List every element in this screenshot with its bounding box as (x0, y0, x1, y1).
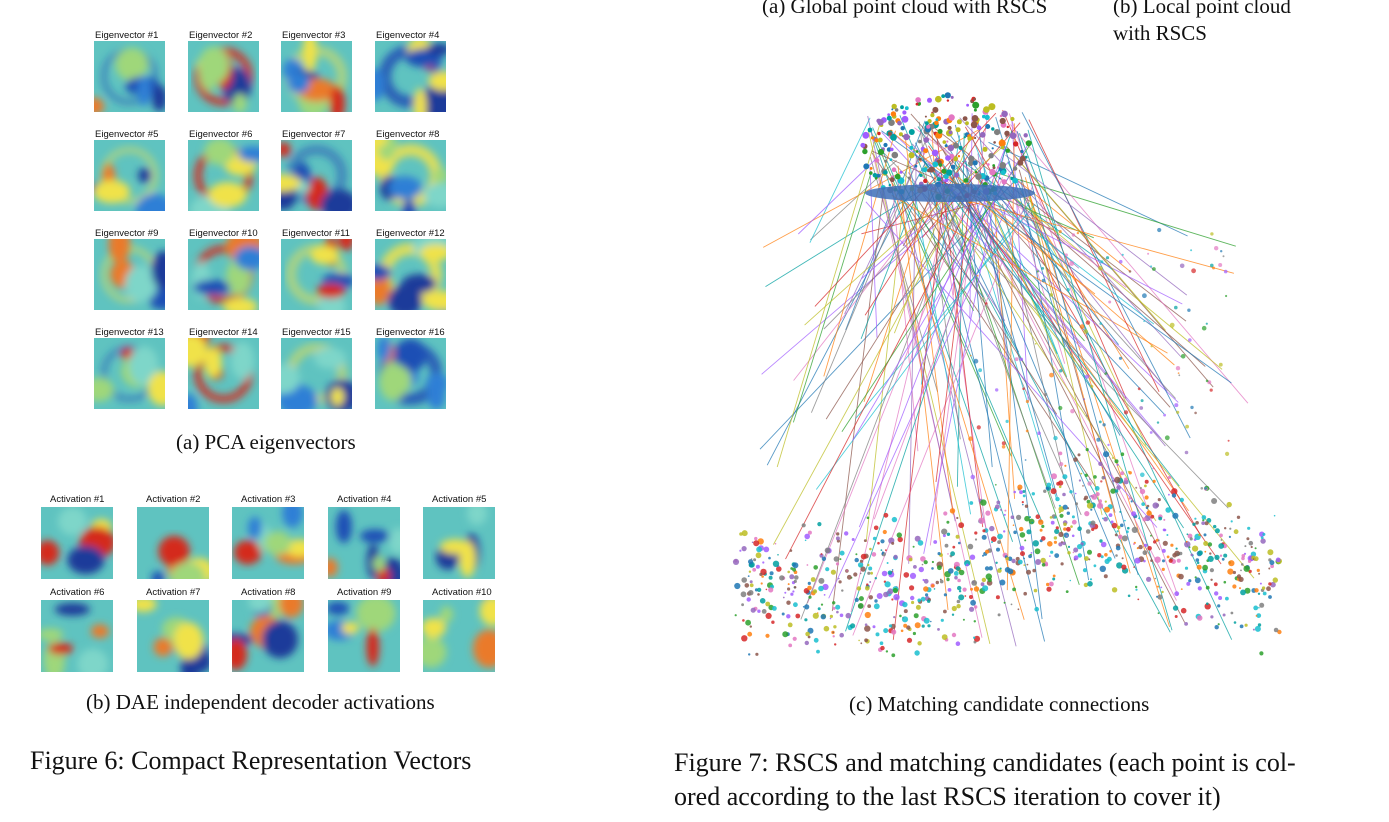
dae-activation-heatmap (328, 507, 400, 579)
dae-activation-heatmap (328, 600, 400, 672)
pca-eigenvector-title: Eigenvector #3 (282, 30, 346, 41)
global-point-cloud (732, 227, 1282, 658)
pca-caption: (a) PCA eigenvectors (176, 430, 356, 454)
dae-activation-title: Activation #8 (241, 587, 296, 598)
pca-eigenvector-heatmap (94, 338, 165, 409)
dae-activation-heatmap (137, 507, 209, 579)
dae-activation-heatmap (41, 600, 113, 672)
fig7-subcaption-c: (c) Matching candidate connections (849, 692, 1150, 716)
pca-eigenvector-heatmap (94, 239, 165, 310)
pca-eigenvector-title: Eigenvector #7 (282, 129, 346, 140)
dae-activation-heatmap (137, 600, 209, 672)
pca-eigenvector-title: Eigenvector #1 (95, 30, 159, 41)
matching-connections-point-cloud (732, 92, 1282, 658)
pca-eigenvector-title: Eigenvector #9 (95, 228, 159, 239)
pca-eigenvector-title: Eigenvector #16 (376, 327, 445, 338)
dae-activation-title: Activation #2 (146, 494, 201, 505)
dae-activation-title: Activation #9 (337, 587, 392, 598)
dae-activation-title: Activation #1 (50, 494, 105, 505)
figure-7-caption-line2: ored according to the last RSCS iteratio… (674, 782, 1221, 811)
pca-eigenvector-title: Eigenvector #6 (189, 129, 253, 140)
dae-activation-heatmap (232, 507, 304, 579)
pca-eigenvector-heatmap (188, 239, 259, 310)
fig7-subcaption-b-line1: (b) Local point cloud (1113, 0, 1291, 18)
pca-eigenvector-heatmap (375, 239, 446, 310)
pca-eigenvector-title: Eigenvector #11 (282, 228, 350, 239)
figure-7-caption-line1: Figure 7: RSCS and matching candidates (… (674, 748, 1296, 777)
figure-6-caption: Figure 6: Compact Representation Vectors (30, 746, 472, 775)
dae-activation-title: Activation #7 (146, 587, 201, 598)
dae-activation-title: Activation #5 (432, 494, 487, 505)
pca-eigenvector-title: Eigenvector #4 (376, 30, 440, 41)
pca-eigenvector-heatmap (188, 41, 259, 112)
pca-eigenvector-heatmap (281, 41, 352, 112)
pca-eigenvector-heatmap (375, 41, 446, 112)
dae-activation-heatmap (423, 600, 495, 672)
dae-activation-title: Activation #6 (50, 587, 105, 598)
pca-eigenvector-heatmap (281, 338, 352, 409)
dae-activation-title: Activation #4 (337, 494, 392, 505)
pca-eigenvector-heatmap (281, 140, 352, 211)
matching-connection-lines (759, 109, 1255, 647)
pca-eigenvector-heatmap (94, 41, 165, 112)
pca-eigenvector-heatmap (375, 140, 446, 211)
pca-eigenvector-heatmap (188, 140, 259, 211)
fig7-subcaption-b-line2: with RSCS (1113, 21, 1207, 45)
pca-eigenvector-heatmap (94, 140, 165, 211)
local-point-cloud (860, 92, 1035, 204)
pca-eigenvector-title: Eigenvector #8 (376, 129, 440, 140)
pca-eigenvector-heatmap (375, 338, 446, 409)
dae-activation-title: Activation #10 (432, 587, 492, 598)
dae-activation-heatmap (232, 600, 304, 672)
dae-caption: (b) DAE independent decoder activations (86, 690, 435, 714)
pca-eigenvector-heatmap (281, 239, 352, 310)
pca-eigenvector-title: Eigenvector #12 (376, 228, 445, 239)
dae-activation-heatmap (41, 507, 113, 579)
pca-eigenvector-title: Eigenvector #5 (95, 129, 159, 140)
pca-eigenvector-title: Eigenvector #2 (189, 30, 253, 41)
pca-eigenvector-title: Eigenvector #14 (189, 327, 258, 338)
pca-eigenvector-title: Eigenvector #10 (189, 228, 258, 239)
dae-activation-heatmap (423, 507, 495, 579)
fig7-subcaption-a: (a) Global point cloud with RSCS (762, 0, 1048, 18)
dae-activation-title: Activation #3 (241, 494, 296, 505)
pca-eigenvector-title: Eigenvector #15 (282, 327, 351, 338)
pca-eigenvector-heatmap (188, 338, 259, 409)
pca-eigenvector-title: Eigenvector #13 (95, 327, 164, 338)
